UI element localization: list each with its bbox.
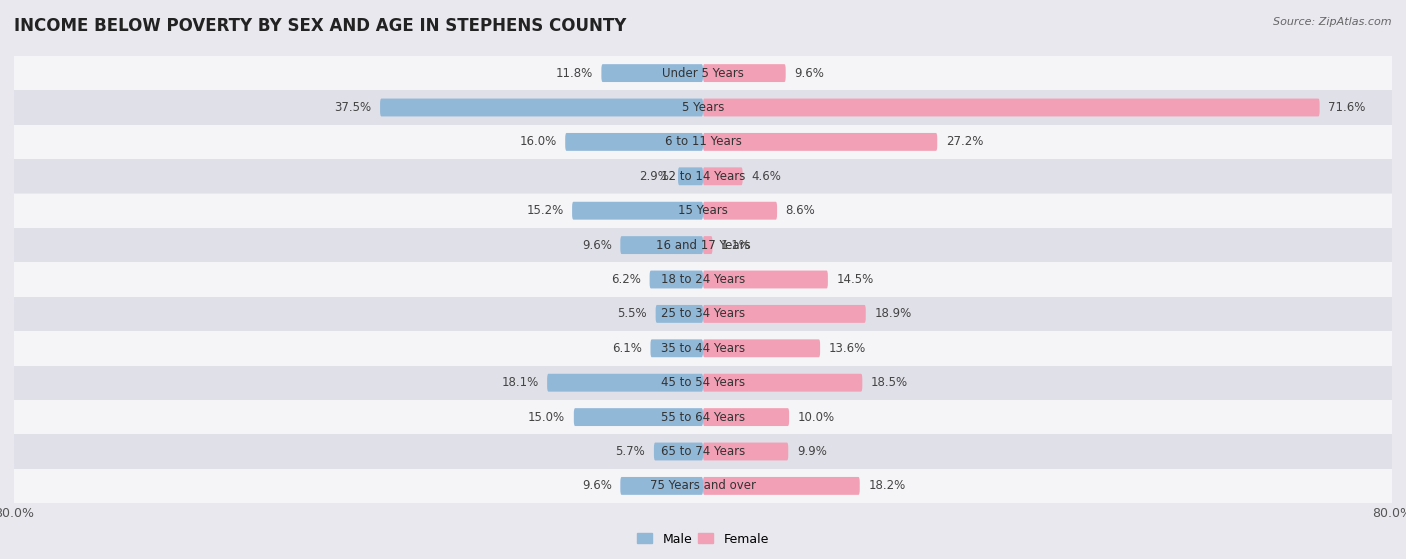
- Text: 1.1%: 1.1%: [721, 239, 751, 252]
- Text: 37.5%: 37.5%: [335, 101, 371, 114]
- Text: 2.9%: 2.9%: [640, 170, 669, 183]
- Text: 5 Years: 5 Years: [682, 101, 724, 114]
- Text: 6 to 11 Years: 6 to 11 Years: [665, 135, 741, 148]
- Text: 9.6%: 9.6%: [582, 480, 612, 492]
- FancyBboxPatch shape: [620, 236, 703, 254]
- FancyBboxPatch shape: [703, 408, 789, 426]
- FancyBboxPatch shape: [620, 477, 703, 495]
- Text: 65 to 74 Years: 65 to 74 Years: [661, 445, 745, 458]
- FancyBboxPatch shape: [651, 339, 703, 357]
- Text: 15.2%: 15.2%: [526, 204, 564, 217]
- Bar: [14, 159, 1392, 193]
- Text: 4.6%: 4.6%: [751, 170, 782, 183]
- FancyBboxPatch shape: [650, 271, 703, 288]
- Bar: [14, 262, 1392, 297]
- FancyBboxPatch shape: [547, 374, 703, 392]
- Text: 35 to 44 Years: 35 to 44 Years: [661, 342, 745, 355]
- Text: 10.0%: 10.0%: [797, 411, 835, 424]
- Text: 5.5%: 5.5%: [617, 307, 647, 320]
- Text: 6.1%: 6.1%: [612, 342, 643, 355]
- FancyBboxPatch shape: [703, 202, 778, 220]
- Text: 71.6%: 71.6%: [1329, 101, 1365, 114]
- Text: 6.2%: 6.2%: [612, 273, 641, 286]
- Text: 18.1%: 18.1%: [502, 376, 538, 389]
- Text: 9.6%: 9.6%: [582, 239, 612, 252]
- FancyBboxPatch shape: [703, 305, 866, 323]
- FancyBboxPatch shape: [703, 64, 786, 82]
- FancyBboxPatch shape: [602, 64, 703, 82]
- Text: 18.9%: 18.9%: [875, 307, 911, 320]
- Text: 8.6%: 8.6%: [786, 204, 815, 217]
- FancyBboxPatch shape: [703, 477, 859, 495]
- Bar: [14, 228, 1392, 262]
- Text: Source: ZipAtlas.com: Source: ZipAtlas.com: [1274, 17, 1392, 27]
- Text: 9.9%: 9.9%: [797, 445, 827, 458]
- Text: 15.0%: 15.0%: [529, 411, 565, 424]
- Text: INCOME BELOW POVERTY BY SEX AND AGE IN STEPHENS COUNTY: INCOME BELOW POVERTY BY SEX AND AGE IN S…: [14, 17, 627, 35]
- FancyBboxPatch shape: [565, 133, 703, 151]
- FancyBboxPatch shape: [703, 236, 713, 254]
- Text: 25 to 34 Years: 25 to 34 Years: [661, 307, 745, 320]
- Text: 18.2%: 18.2%: [869, 480, 905, 492]
- Text: 11.8%: 11.8%: [555, 67, 593, 79]
- Text: 5.7%: 5.7%: [616, 445, 645, 458]
- Text: 45 to 54 Years: 45 to 54 Years: [661, 376, 745, 389]
- FancyBboxPatch shape: [703, 167, 742, 185]
- Text: 18 to 24 Years: 18 to 24 Years: [661, 273, 745, 286]
- FancyBboxPatch shape: [703, 339, 820, 357]
- Bar: [14, 468, 1392, 503]
- Bar: [14, 56, 1392, 91]
- Bar: [14, 297, 1392, 331]
- FancyBboxPatch shape: [703, 374, 862, 392]
- Text: 27.2%: 27.2%: [946, 135, 983, 148]
- Bar: [14, 91, 1392, 125]
- Text: 13.6%: 13.6%: [828, 342, 866, 355]
- Text: 55 to 64 Years: 55 to 64 Years: [661, 411, 745, 424]
- FancyBboxPatch shape: [380, 98, 703, 116]
- FancyBboxPatch shape: [703, 443, 789, 461]
- Text: 12 to 14 Years: 12 to 14 Years: [661, 170, 745, 183]
- FancyBboxPatch shape: [654, 443, 703, 461]
- Bar: [14, 125, 1392, 159]
- Text: 16.0%: 16.0%: [519, 135, 557, 148]
- Bar: [14, 366, 1392, 400]
- Text: 14.5%: 14.5%: [837, 273, 873, 286]
- Bar: [14, 193, 1392, 228]
- FancyBboxPatch shape: [703, 271, 828, 288]
- FancyBboxPatch shape: [574, 408, 703, 426]
- Bar: [14, 434, 1392, 468]
- Text: 9.6%: 9.6%: [794, 67, 824, 79]
- FancyBboxPatch shape: [572, 202, 703, 220]
- Bar: [14, 400, 1392, 434]
- FancyBboxPatch shape: [678, 167, 703, 185]
- Legend: Male, Female: Male, Female: [633, 528, 773, 551]
- Text: 75 Years and over: 75 Years and over: [650, 480, 756, 492]
- FancyBboxPatch shape: [703, 133, 938, 151]
- Bar: [14, 331, 1392, 366]
- FancyBboxPatch shape: [655, 305, 703, 323]
- Text: 15 Years: 15 Years: [678, 204, 728, 217]
- Text: 16 and 17 Years: 16 and 17 Years: [655, 239, 751, 252]
- Text: 18.5%: 18.5%: [870, 376, 908, 389]
- FancyBboxPatch shape: [703, 98, 1320, 116]
- Text: Under 5 Years: Under 5 Years: [662, 67, 744, 79]
